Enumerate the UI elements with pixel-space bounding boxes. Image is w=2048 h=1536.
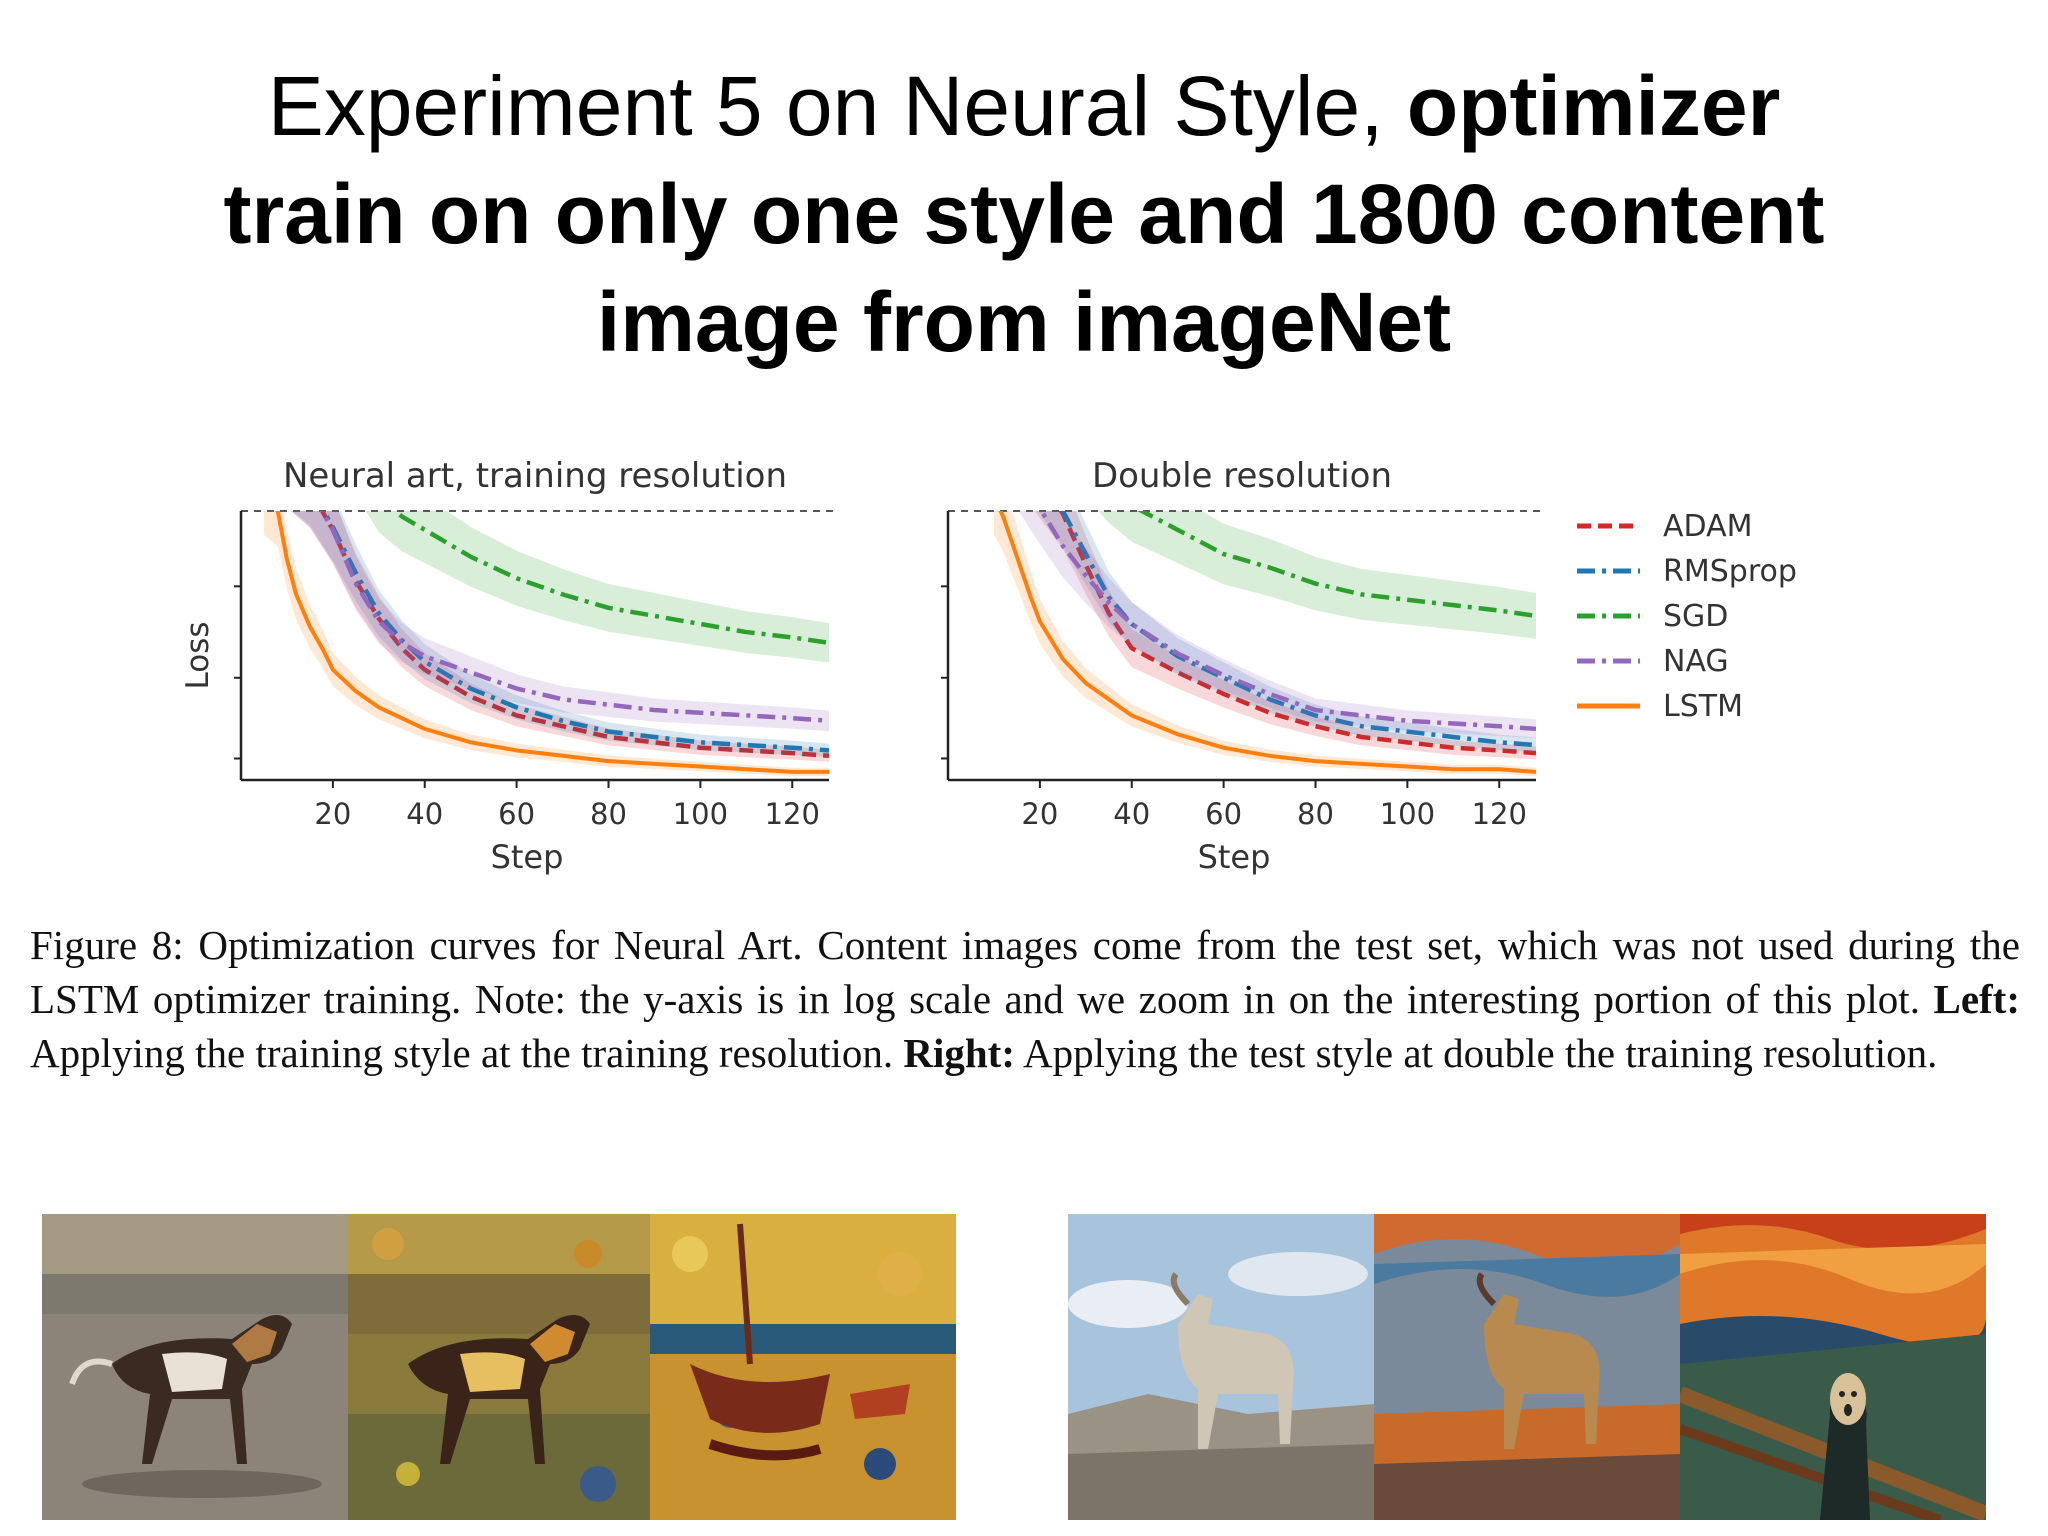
figure-charts: 20 40 60 80 100 120 Neural art, training resol…	[180, 456, 1797, 876]
x-axis-label-0: Step	[491, 838, 564, 876]
legend-label-nag: NAG	[1663, 644, 1729, 679]
legend-label-lstm: LSTM	[1663, 689, 1743, 724]
chart-title-1: Double resolution	[1092, 456, 1392, 496]
y-axis-label-0: Loss	[180, 622, 216, 690]
caption-part3: Applying the test style at double the tr…	[1014, 1030, 1938, 1076]
content-dog-image	[42, 1214, 348, 1520]
caption-part1: Figure 8: Optimization curves for Neural…	[30, 922, 2020, 1022]
series-lstm-1	[998, 511, 1536, 774]
band-lstm-1	[993, 511, 1536, 777]
x-tick-label-20: 20	[314, 797, 351, 831]
x-tick-label-80: 80	[590, 797, 627, 831]
x-axis-label-1: Step	[1198, 838, 1271, 876]
band-rmsprop-0	[292, 511, 829, 758]
styled-goat-image	[1374, 1214, 1680, 1520]
band-adam-0	[290, 511, 829, 762]
x-tick-label-40: 40	[406, 797, 443, 831]
series-nag-0	[319, 511, 829, 724]
x-tick-label-20: 20	[1021, 797, 1058, 831]
style-boat-image	[650, 1214, 956, 1520]
x-tick-label-60: 60	[1205, 797, 1242, 831]
band-sgd-1	[1098, 511, 1536, 639]
x-tick-label-60: 60	[498, 797, 535, 831]
series-nag-1	[1038, 511, 1536, 732]
figure-caption: Figure 8: Optimization curves for Neural…	[30, 918, 2020, 1080]
x-tick-label-100: 100	[673, 797, 728, 831]
legend-label-rmsprop: RMSprop	[1663, 554, 1797, 589]
legend-label-adam: ADAM	[1663, 509, 1753, 544]
styled-dog-image	[348, 1214, 650, 1520]
caption-left-label: Left:	[1933, 976, 2020, 1022]
title-bold-3: image from imageNet	[596, 275, 1452, 369]
slide-title: Experiment 5 on Neural Style, optimizer …	[0, 52, 2048, 376]
band-nag-0	[290, 511, 829, 732]
band-lstm-0	[263, 511, 829, 777]
style-scream-image	[1680, 1214, 1986, 1520]
series-rmsprop-0	[321, 511, 829, 753]
band-adam-1	[1034, 511, 1536, 760]
x-tick-label-100: 100	[1380, 797, 1435, 831]
band-nag-1	[1018, 511, 1536, 739]
band-rmsprop-1	[1037, 511, 1536, 753]
chart-title-0: Neural art, training resolution	[283, 456, 787, 496]
x-tick-label-40: 40	[1113, 797, 1150, 831]
series-lstm-0	[274, 511, 829, 774]
series-adam-0	[319, 511, 829, 759]
caption-part2: Applying the training style at the train…	[30, 1030, 904, 1076]
title-bold-1: optimizer	[1406, 59, 1781, 153]
legend-label-sgd: SGD	[1663, 599, 1728, 634]
x-tick-label-80: 80	[1297, 797, 1334, 831]
title-light: Experiment 5 on Neural Style,	[267, 59, 1407, 153]
series-adam-1	[1058, 511, 1536, 756]
caption-right-label: Right:	[903, 1030, 1015, 1076]
x-tick-label-120: 120	[765, 797, 820, 831]
content-goat-image	[1068, 1214, 1374, 1520]
series-sgd-1	[1137, 511, 1536, 619]
title-bold-2: train on only one style and 1800 content	[223, 167, 1825, 261]
x-tick-label-120: 120	[1472, 797, 1527, 831]
